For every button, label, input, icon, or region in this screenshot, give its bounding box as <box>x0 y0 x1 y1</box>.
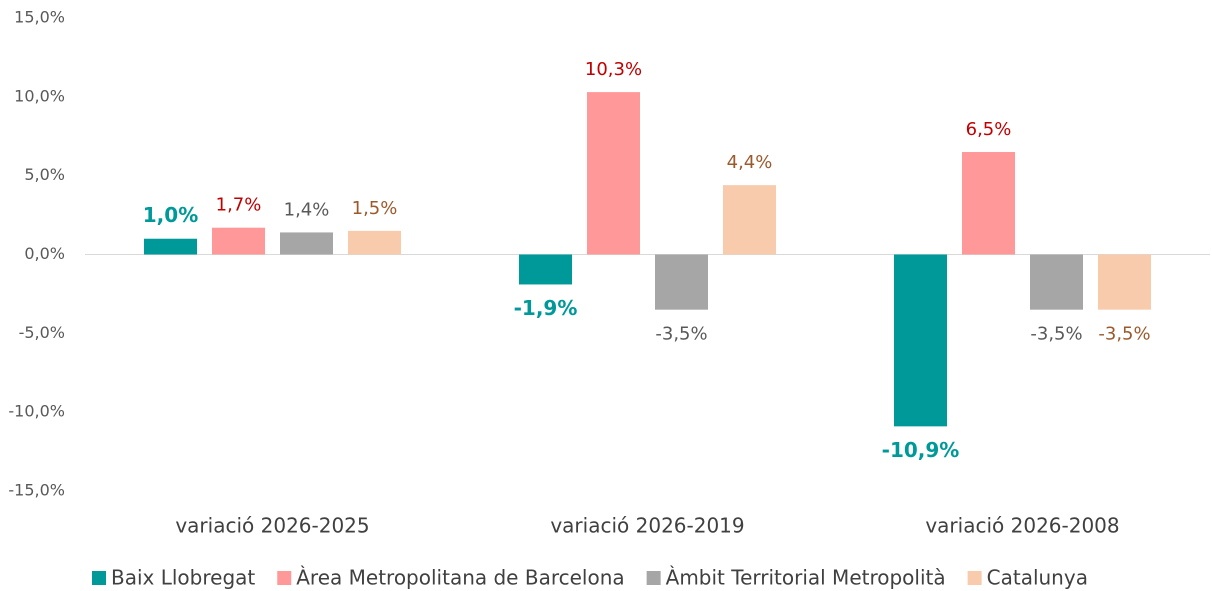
y-tick-label: 0,0% <box>24 244 65 263</box>
bar <box>1098 254 1151 310</box>
bar <box>723 185 776 255</box>
legend-label: Àmbit Territorial Metropolità <box>666 566 946 590</box>
x-tick-label: variació 2026-2025 <box>175 514 369 538</box>
data-label: -1,9% <box>514 296 578 320</box>
y-tick-label: 5,0% <box>24 165 65 184</box>
legend-swatch <box>92 571 106 585</box>
bar <box>519 254 572 285</box>
data-label: -3,5% <box>1098 324 1150 345</box>
data-label: -3,5% <box>655 324 707 345</box>
x-tick-label: variació 2026-2019 <box>550 514 744 538</box>
legend-label: Àrea Metropolitana de Barcelona <box>296 566 624 590</box>
bar <box>962 152 1015 255</box>
data-label: 1,5% <box>352 198 398 219</box>
legend-swatch <box>277 571 292 585</box>
bar <box>280 232 333 255</box>
bar <box>212 227 265 255</box>
legend-label: Catalunya <box>987 566 1088 590</box>
bar <box>894 254 947 427</box>
legend-swatch <box>967 571 982 585</box>
x-tick-label: variació 2026-2008 <box>925 514 1119 538</box>
data-label: -3,5% <box>1030 324 1082 345</box>
bar <box>655 254 708 310</box>
y-tick-label: -10,0% <box>8 402 65 421</box>
bar <box>587 92 640 255</box>
legend-swatch <box>646 571 661 585</box>
y-tick-label: -15,0% <box>8 481 65 500</box>
data-label: 4,4% <box>727 152 773 173</box>
data-label: -10,9% <box>882 438 960 462</box>
y-tick-label: 15,0% <box>14 8 65 27</box>
data-label: 6,5% <box>966 119 1012 140</box>
bar <box>1030 254 1083 310</box>
data-label: 1,4% <box>284 199 330 220</box>
legend-label: Baix Llobregat <box>111 566 255 590</box>
y-tick-label: 10,0% <box>14 86 65 105</box>
bar <box>348 230 401 255</box>
bar <box>144 238 197 255</box>
y-tick-label: -5,0% <box>19 323 65 342</box>
data-label: 1,7% <box>216 195 262 216</box>
data-label: 10,3% <box>585 59 642 80</box>
data-label: 1,0% <box>143 203 198 227</box>
